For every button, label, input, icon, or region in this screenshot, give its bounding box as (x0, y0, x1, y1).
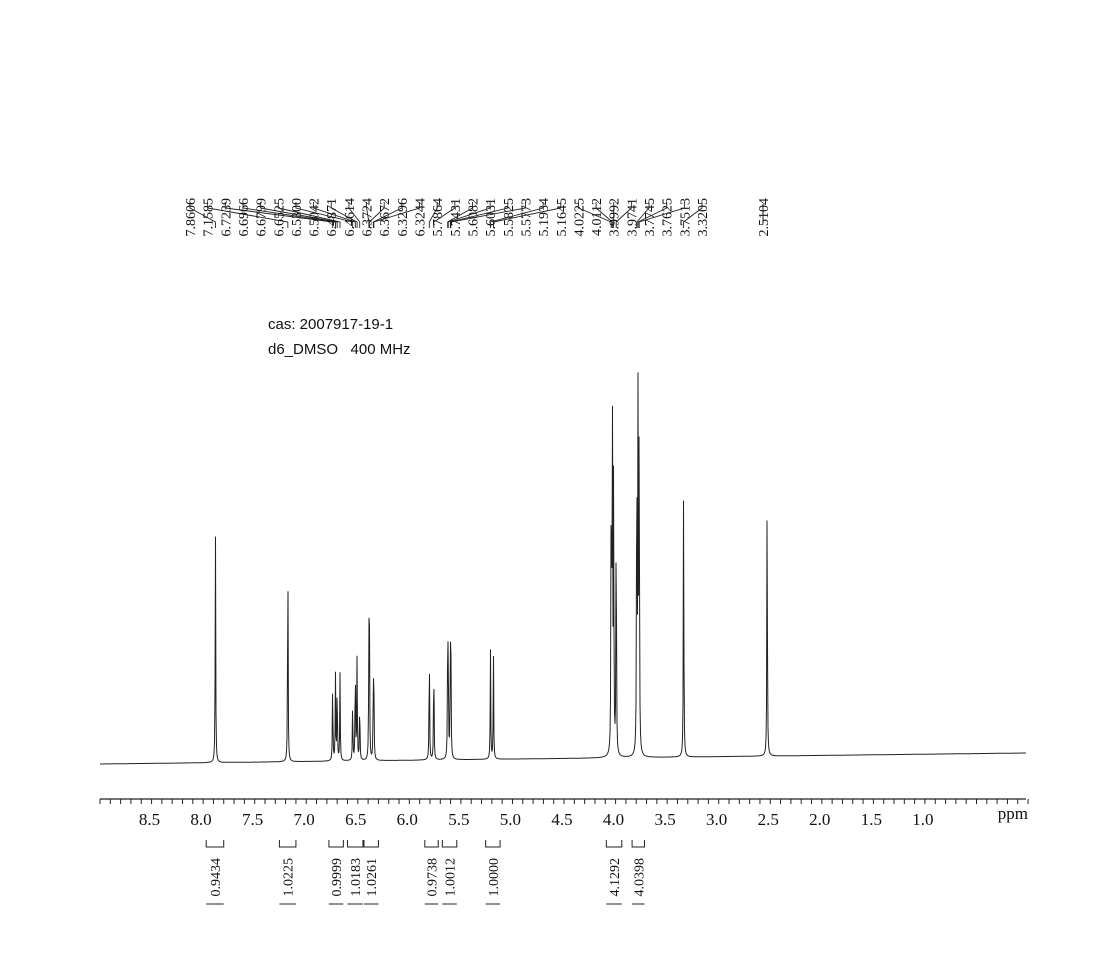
x-tick-label: 8.0 (190, 810, 211, 829)
peak-label: 6.3672 (378, 198, 393, 237)
x-tick-label: 1.5 (861, 810, 882, 829)
peak-label-connector (295, 202, 354, 228)
peak-label: 5.1934 (537, 198, 552, 237)
sample-cas-label: cas: 2007917-19-1 (268, 316, 394, 333)
integration-value: 0.9999 (330, 858, 345, 897)
peak-label: 4.0225 (572, 198, 587, 237)
x-tick-label: 3.0 (706, 810, 727, 829)
peak-label-connector (189, 202, 216, 228)
peak-label-connector (277, 202, 341, 228)
integration-bracket (424, 840, 439, 848)
peak-label: 6.6525 (272, 198, 287, 237)
peak-label-connector (595, 202, 613, 228)
x-tick-label: 8.5 (139, 810, 160, 829)
x-tick-label: 5.0 (500, 810, 521, 829)
peak-label: 3.9741 (625, 198, 640, 237)
peak-label: 6.3244 (414, 198, 429, 237)
peak-label-connector (224, 202, 334, 228)
peak-label-connector (492, 202, 562, 228)
peak-label-connector (433, 202, 456, 228)
peak-label-connector (373, 202, 420, 228)
peak-label-connector (368, 202, 385, 228)
integration-bracket (441, 840, 458, 848)
peak-label: 5.5773 (519, 198, 534, 237)
peak-label: 7.1585 (202, 198, 217, 237)
peak-label: 7.8606 (184, 198, 199, 237)
peak-label-connector (450, 202, 526, 228)
integration-bracket (205, 840, 225, 848)
peak-label-connector (490, 202, 544, 228)
peak-label-connector (366, 202, 370, 228)
integration-bracket (346, 840, 364, 848)
x-tick-label: 7.5 (242, 810, 263, 829)
peak-label-connector (330, 202, 358, 228)
peak-label-connector (242, 202, 336, 228)
peak-label-connector (348, 202, 361, 228)
peak-label: 6.4614 (343, 198, 358, 237)
integration-bracket (363, 840, 379, 848)
integration-bracket (631, 840, 645, 848)
x-tick-label: 1.0 (912, 810, 933, 829)
spectrum-trace (100, 372, 1026, 765)
peak-label: 3.7513 (678, 198, 693, 237)
peak-label-connector (638, 202, 685, 228)
peak-label: 6.6799 (255, 198, 270, 237)
peak-label-connector (636, 202, 650, 228)
peak-label: 6.4871 (325, 198, 340, 237)
x-tick-label: 4.0 (603, 810, 624, 829)
integration-value: 1.0225 (282, 858, 297, 897)
peak-label: 3.7625 (661, 198, 676, 237)
peak-label-connector (447, 202, 473, 228)
integration-value: 1.0183 (349, 858, 364, 897)
x-tick-label: 5.5 (448, 810, 469, 829)
integration-bracket (605, 840, 623, 848)
peak-label: 5.1645 (555, 198, 570, 237)
x-tick-label: 2.5 (758, 810, 779, 829)
peak-label: 6.5042 (308, 198, 323, 237)
integration-bracket (485, 840, 501, 848)
peak-label: 2.5104 (757, 198, 772, 237)
peak-label-connector (260, 202, 338, 228)
peak-label: 3.3205 (696, 198, 711, 237)
x-tick-label: 6.0 (397, 810, 418, 829)
integration-bracket (328, 840, 344, 848)
peak-label: 6.3296 (396, 198, 411, 237)
integration-value: 1.0261 (365, 858, 380, 897)
peak-label-connector (683, 202, 703, 228)
x-tick-label: 3.5 (654, 810, 675, 829)
peak-label-connector (449, 202, 509, 228)
peak-label: 3.9992 (608, 198, 623, 237)
peak-label: 6.5300 (290, 198, 305, 237)
solvent-frequency-label: d6_DMSO 400 MHz (268, 341, 411, 358)
integration-bracket (278, 840, 297, 848)
x-tick-label: 4.5 (551, 810, 572, 829)
peak-label-connector (313, 202, 356, 228)
x-tick-label: 2.0 (809, 810, 830, 829)
peak-label: 3.7745 (643, 198, 658, 237)
peak-label-connector (447, 202, 491, 228)
peak-label: 5.7864 (431, 198, 446, 237)
x-tick-label: 7.0 (294, 810, 315, 829)
peak-label: 5.6031 (484, 198, 499, 237)
integration-value: 1.0012 (444, 858, 459, 897)
integration-value: 0.9738 (426, 858, 441, 897)
peak-label: 4.0112 (590, 198, 605, 236)
peak-label: 6.6966 (237, 198, 252, 237)
peak-label-connector (428, 202, 438, 228)
x-tick-label: 6.5 (345, 810, 366, 829)
peak-label-connector (372, 202, 403, 228)
peak-label-connector (207, 202, 289, 228)
integration-value: 1.0000 (487, 858, 502, 897)
peak-label-connector (637, 202, 668, 228)
integration-value: 4.0398 (632, 858, 647, 897)
peak-label-connector (577, 202, 612, 228)
peak-label: 6.7239 (219, 198, 234, 237)
peak-label-connector (615, 202, 632, 228)
integration-value: 4.1292 (608, 858, 623, 897)
x-axis-label: ppm (998, 804, 1028, 823)
integration-value: 0.9434 (209, 858, 224, 897)
